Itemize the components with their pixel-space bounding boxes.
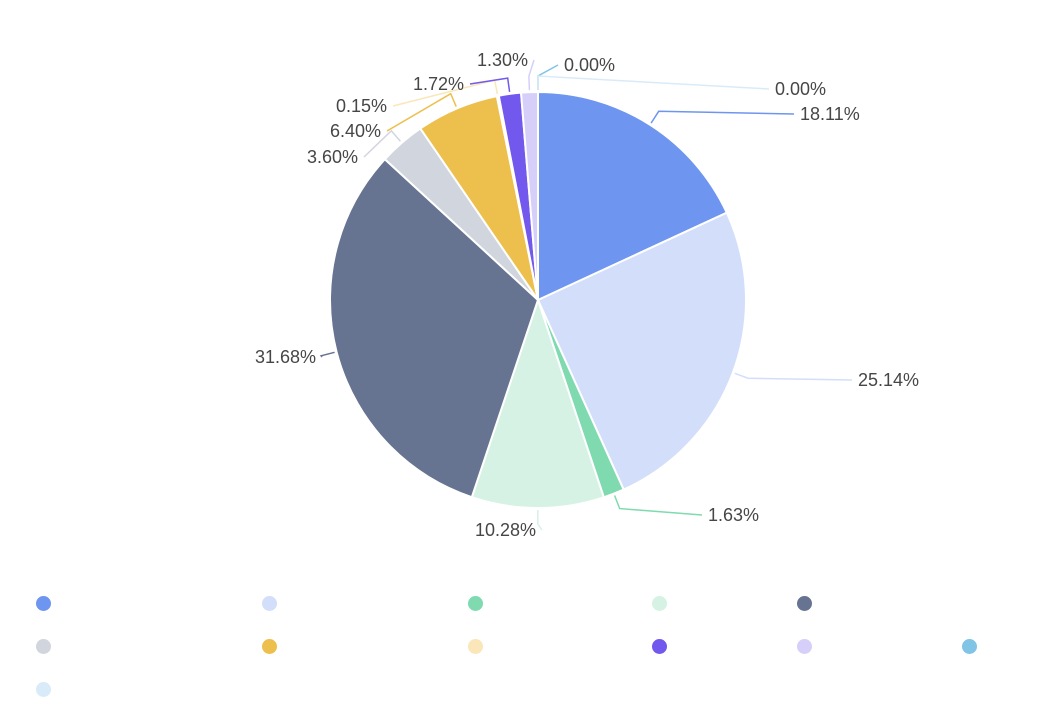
leader-line [363,129,401,158]
pie-slice [328,157,540,499]
slice-label: 31.68% [255,347,316,367]
legend-item[interactable] [652,635,689,657]
legend-item[interactable] [36,678,73,700]
pie-chart: 18.11% 25.14% 1.63% 10.28% 31.68% 3.60% 6.40% 0… [255,50,919,540]
legend-color-dot [468,595,483,611]
legend-item[interactable] [797,592,834,614]
legend-color-dot [652,638,667,654]
leader-line [537,510,543,531]
slice-label: 0.00% [775,79,826,99]
leader-line [537,75,770,90]
leader-line [613,495,703,516]
leader-line [650,110,795,124]
legend-color-dot [797,595,812,611]
slice-labels: 18.11% 25.14% 1.63% 10.28% 31.68% 3.60% 6.40% 0… [255,50,919,540]
legend-color-dot [797,638,812,654]
legend-item[interactable] [652,592,689,614]
legend-item[interactable] [36,635,73,657]
pie-slice [519,90,539,301]
leader-line [469,77,511,93]
leader-lines [319,59,853,531]
slice-label: 6.40% [330,121,381,141]
pie-slices [328,90,747,510]
slice-label: 1.30% [477,50,528,70]
leader-line [528,59,535,91]
slice-label: 1.63% [708,505,759,525]
slice-label: 0.15% [336,96,387,116]
slice-label: 3.60% [307,147,358,167]
leader-line [386,92,457,132]
legend-color-dot [262,595,277,611]
leader-line [734,372,853,381]
pie-slice [537,90,729,302]
slice-label: 1.72% [413,74,464,94]
legend-item[interactable] [962,635,999,657]
legend-color-dot [468,638,483,654]
legend-color-dot [262,638,277,654]
slice-label: 18.11% [800,104,860,124]
legend-color-dot [36,638,51,654]
legend-item[interactable] [468,635,505,657]
leader-line [319,351,335,358]
legend-color-dot [962,638,977,654]
legend-item[interactable] [36,592,73,614]
legend-color-dot [36,681,51,697]
legend-item[interactable] [262,635,299,657]
slice-label: 10.28% [475,520,536,540]
legend-item[interactable] [797,635,834,657]
legend-color-dot [652,595,667,611]
legend-item[interactable] [262,592,299,614]
pie-slice [470,296,606,510]
chart-legend [0,580,1045,710]
slice-label: 0.00% [564,55,615,75]
legend-color-dot [36,595,51,611]
legend-item[interactable] [468,592,505,614]
slice-label: 25.14% [858,370,919,390]
pie-slice [536,211,747,491]
